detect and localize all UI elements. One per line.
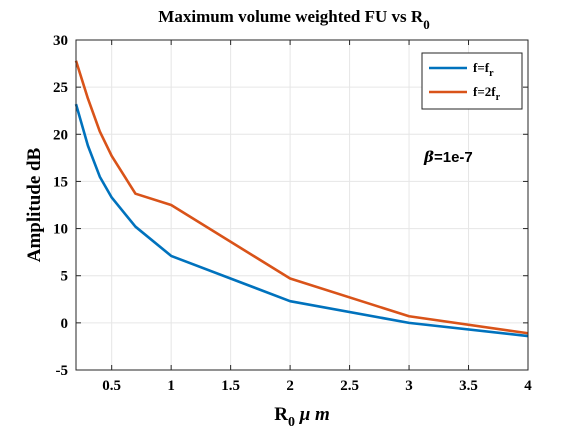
- x-tick-label: 3: [405, 378, 413, 394]
- chart-title-subscript: 0: [423, 17, 430, 32]
- x-tick-labels: 0.5 1 1.5 2 2.5 3 3.5 4: [102, 378, 532, 394]
- beta-annotation-value: =1e-7: [434, 149, 473, 166]
- legend-entry-f-2fr-subscript: r: [496, 92, 501, 103]
- x-tick-label: 2: [286, 378, 294, 394]
- x-axis-label-subscript: 0: [288, 415, 295, 430]
- legend-entry-f-fr: f=fr: [473, 60, 494, 79]
- chart-title: Maximum volume weighted FU vs R0: [158, 7, 429, 32]
- beta-annotation-greek: β: [423, 148, 434, 166]
- beta-annotation: β=1e-7: [423, 148, 473, 166]
- y-tick-label: 25: [53, 80, 68, 96]
- legend-box: [421, 52, 523, 110]
- legend-entry-f-2fr-main: f=2f: [473, 84, 496, 99]
- y-tick-labels: -5 0 5 10 15 20 25 30: [53, 33, 68, 379]
- x-tick-label: 2.5: [340, 378, 359, 394]
- y-tick-label: 30: [53, 33, 68, 49]
- y-tick-label: 5: [61, 269, 69, 285]
- y-tick-label: 15: [53, 174, 68, 190]
- y-tick-label: 0: [61, 316, 69, 332]
- legend-entry-f-fr-main: f=f: [473, 60, 490, 75]
- x-axis-label-main: R: [274, 404, 288, 425]
- tick-marks: [76, 39, 529, 371]
- x-axis-label: R0 μ m: [274, 404, 330, 430]
- y-tick-label: 10: [53, 222, 68, 238]
- axes-frame: [75, 39, 529, 371]
- x-tick-label: 1.5: [221, 378, 240, 394]
- legend: f=fr f=2fr: [421, 52, 523, 110]
- series-line-f-2fr: [74, 60, 529, 335]
- y-axis-label: Amplitude dB: [24, 147, 45, 262]
- series-layer: [74, 60, 529, 338]
- x-tick-label: 3.5: [459, 378, 478, 394]
- x-tick-label: 0.5: [102, 378, 121, 394]
- y-tick-label: -5: [56, 363, 69, 379]
- legend-entry-f-2fr: f=2fr: [473, 84, 501, 103]
- x-tick-label: 1: [167, 378, 175, 394]
- x-tick-label: 4: [524, 378, 532, 394]
- legend-entry-f-fr-subscript: r: [489, 68, 494, 79]
- x-axis-label-rest: μ m: [295, 404, 330, 425]
- y-tick-label: 20: [53, 127, 68, 143]
- series-line-f-fr: [74, 103, 529, 338]
- chart-title-main: Maximum volume weighted FU vs R: [158, 7, 424, 26]
